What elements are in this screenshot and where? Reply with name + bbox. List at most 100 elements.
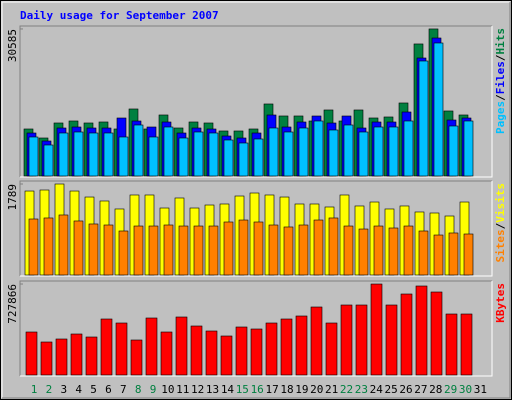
- x-tick-label: 11: [176, 383, 189, 396]
- bar: [223, 221, 234, 276]
- bar: [433, 234, 444, 276]
- x-tick-label: 2: [46, 383, 53, 396]
- bar: [313, 219, 324, 276]
- bar: [310, 306, 323, 376]
- bar: [388, 227, 399, 276]
- bar: [268, 127, 279, 177]
- bar: [88, 223, 99, 276]
- y-tick-label: 30585: [6, 29, 19, 62]
- bar: [103, 224, 114, 276]
- bar: [163, 224, 174, 276]
- bar: [253, 221, 264, 276]
- bar: [388, 126, 399, 177]
- bar: [118, 136, 129, 177]
- bar: [43, 144, 54, 177]
- bar: [418, 60, 429, 177]
- bar: [460, 313, 473, 376]
- legend-separator: /: [494, 222, 507, 229]
- bar: [280, 318, 293, 376]
- legend-entry: KBytes: [494, 283, 507, 323]
- legend-separator: /: [494, 94, 507, 101]
- bar: [160, 331, 173, 376]
- bar: [448, 125, 459, 177]
- bar: [265, 322, 278, 376]
- x-tick-label: 21: [325, 383, 338, 396]
- bar: [238, 219, 249, 276]
- bar: [223, 139, 234, 177]
- bar: [385, 304, 398, 376]
- bar: [400, 293, 413, 376]
- bar: [133, 225, 144, 276]
- x-tick-label: 6: [105, 383, 112, 396]
- bar: [328, 129, 339, 177]
- x-tick-label: 30: [459, 383, 472, 396]
- bar: [403, 225, 414, 276]
- bar: [103, 132, 114, 177]
- bar: [163, 126, 174, 177]
- bar: [118, 230, 129, 276]
- x-tick-label: 9: [150, 383, 157, 396]
- bar: [70, 333, 83, 376]
- bar: [343, 225, 354, 276]
- x-tick-label: 7: [120, 383, 127, 396]
- bar: [250, 328, 263, 376]
- bar: [208, 132, 219, 177]
- plot-border: [20, 26, 493, 178]
- x-tick-label: 19: [295, 383, 308, 396]
- x-tick-label: 22: [340, 383, 353, 396]
- plot-border: [19, 280, 492, 376]
- bar: [40, 341, 53, 376]
- bar: [208, 225, 219, 276]
- x-tick-label: 15: [236, 383, 249, 396]
- legend-separator: /: [494, 54, 507, 61]
- bar: [298, 224, 309, 276]
- x-tick-label: 4: [75, 383, 82, 396]
- bar: [193, 131, 204, 177]
- bar: [283, 226, 294, 276]
- bar: [325, 322, 338, 376]
- x-tick-label: 3: [60, 383, 67, 396]
- plot-border: [20, 181, 493, 277]
- x-tick-label: 18: [280, 383, 293, 396]
- legend-entry: Pages: [494, 101, 507, 134]
- bar: [73, 131, 84, 177]
- y-tick-label: 1789: [6, 184, 19, 211]
- legend-entry: Hits: [494, 28, 507, 55]
- bar: [448, 232, 459, 276]
- bar: [418, 230, 429, 276]
- x-tick-label: 13: [206, 383, 219, 396]
- x-tick-label: 16: [251, 383, 264, 396]
- bar: [130, 339, 143, 376]
- bar: [28, 218, 39, 276]
- bar: [178, 225, 189, 276]
- legend: Pages/Files/Hits: [494, 28, 507, 134]
- plot-border: [20, 281, 493, 377]
- x-tick-label: 8: [135, 383, 142, 396]
- bar: [463, 120, 474, 177]
- x-tick-label: 31: [474, 383, 487, 396]
- bar: [328, 217, 339, 276]
- bar: [373, 126, 384, 177]
- bar: [268, 224, 279, 276]
- bar: [253, 138, 264, 177]
- bar: [433, 42, 444, 177]
- bar: [178, 137, 189, 177]
- x-tick-label: 25: [384, 383, 397, 396]
- bar: [148, 225, 159, 276]
- bar: [145, 317, 158, 376]
- bar: [100, 318, 113, 376]
- bar: [193, 225, 204, 276]
- x-tick-label: 12: [191, 383, 204, 396]
- bar: [298, 127, 309, 177]
- bar: [358, 228, 369, 276]
- x-tick-label: 28: [429, 383, 442, 396]
- bar: [283, 131, 294, 177]
- chart-title: Daily usage for September 2007: [20, 9, 219, 22]
- bar: [58, 214, 69, 276]
- bar: [85, 336, 98, 376]
- x-tick-label: 10: [161, 383, 174, 396]
- x-tick-label: 27: [414, 383, 427, 396]
- bar: [373, 225, 384, 276]
- x-tick-label: 23: [355, 383, 368, 396]
